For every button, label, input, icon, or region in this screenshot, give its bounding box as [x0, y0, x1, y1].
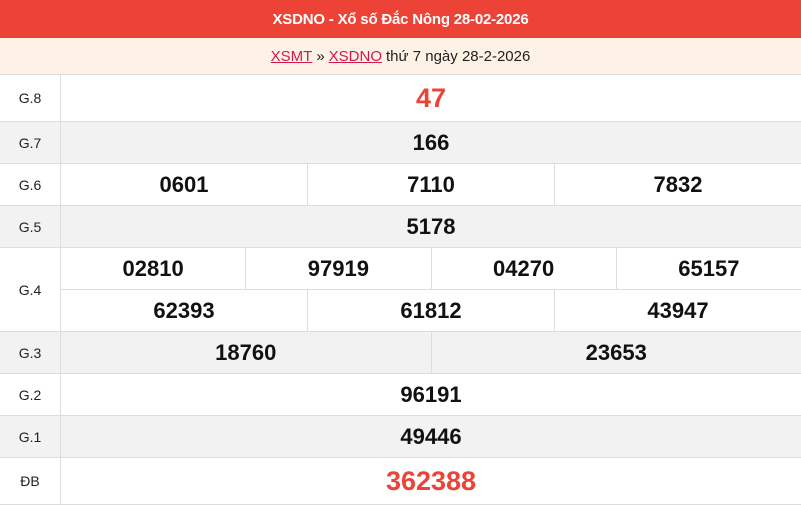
prize-row-8: G.1 49446 [0, 416, 801, 458]
results-table: G.8 47 G.7 166 G.6 0601 7110 7832 G.5 5178 G.4 0281… [0, 75, 801, 505]
prize-number: 18760 [215, 339, 277, 365]
prize-label: G.8 [0, 75, 61, 121]
breadcrumb-link-xsdno[interactable]: XSDNO [328, 47, 383, 65]
prize-number: 02810 [122, 255, 184, 281]
prize-label: G.5 [0, 206, 61, 247]
prize-number: 49446 [400, 423, 462, 449]
prize-number: 96191 [400, 381, 462, 407]
prize-label: G.7 [0, 122, 61, 163]
prize-label: G.6 [0, 164, 61, 205]
breadcrumb-link-xsmt[interactable]: XSMT [270, 47, 313, 65]
prize-row-4: G.5 5178 [0, 206, 801, 248]
prize-number: 23653 [430, 332, 801, 373]
prize-number: 362388 [385, 465, 477, 496]
prize-row-6: G.3 18760 23653 [0, 332, 801, 374]
prize-number: 166 [412, 129, 450, 155]
prize-number: 62393 [153, 297, 215, 323]
prize-line: 96191 [61, 374, 801, 415]
prize-line: 362388 [61, 458, 801, 504]
prize-label: G.2 [0, 374, 61, 415]
prize-label: G.4 [0, 248, 61, 331]
prize-number: 7832 [554, 164, 801, 205]
prize-row-5: G.4 02810 97919 04270 65157 62393 61812 43947 [0, 248, 801, 332]
breadcrumb: XSMT » XSDNO thứ 7 ngày 28-2-2026 [0, 38, 801, 75]
prize-number: 43947 [554, 290, 801, 331]
prize-number: 7110 [307, 164, 554, 205]
prize-label: G.3 [0, 332, 61, 373]
prize-line: 0601 7110 7832 [61, 164, 801, 205]
prize-line: 62393 61812 43947 [61, 289, 801, 331]
page-title: XSDNO - Xổ số Đắc Nông 28-02-2026 [0, 0, 801, 38]
prize-line: 18760 23653 [61, 332, 801, 373]
prize-number: 5178 [406, 213, 456, 239]
breadcrumb-separator: » [316, 47, 325, 65]
prize-label: ĐB [0, 458, 61, 504]
prize-row-2: G.7 166 [0, 122, 801, 164]
prize-row-9: ĐB 362388 [0, 458, 801, 505]
prize-label: G.1 [0, 416, 61, 457]
prize-row-7: G.2 96191 [0, 374, 801, 416]
prize-number: 97919 [245, 248, 430, 289]
prize-line: 5178 [61, 206, 801, 247]
prize-line: 49446 [61, 416, 801, 457]
prize-row-3: G.6 0601 7110 7832 [0, 164, 801, 206]
prize-line: 02810 97919 04270 65157 [61, 248, 801, 289]
prize-line: 47 [61, 75, 801, 121]
prize-row-1: G.8 47 [0, 75, 801, 122]
breadcrumb-date: thứ 7 ngày 28-2-2026 [386, 47, 531, 65]
prize-number: 65157 [615, 248, 801, 289]
prize-line: 166 [61, 122, 801, 163]
prize-number: 61812 [307, 290, 554, 331]
prize-number: 47 [415, 82, 447, 113]
prize-number: 0601 [159, 171, 209, 197]
prize-number: 04270 [430, 248, 616, 289]
